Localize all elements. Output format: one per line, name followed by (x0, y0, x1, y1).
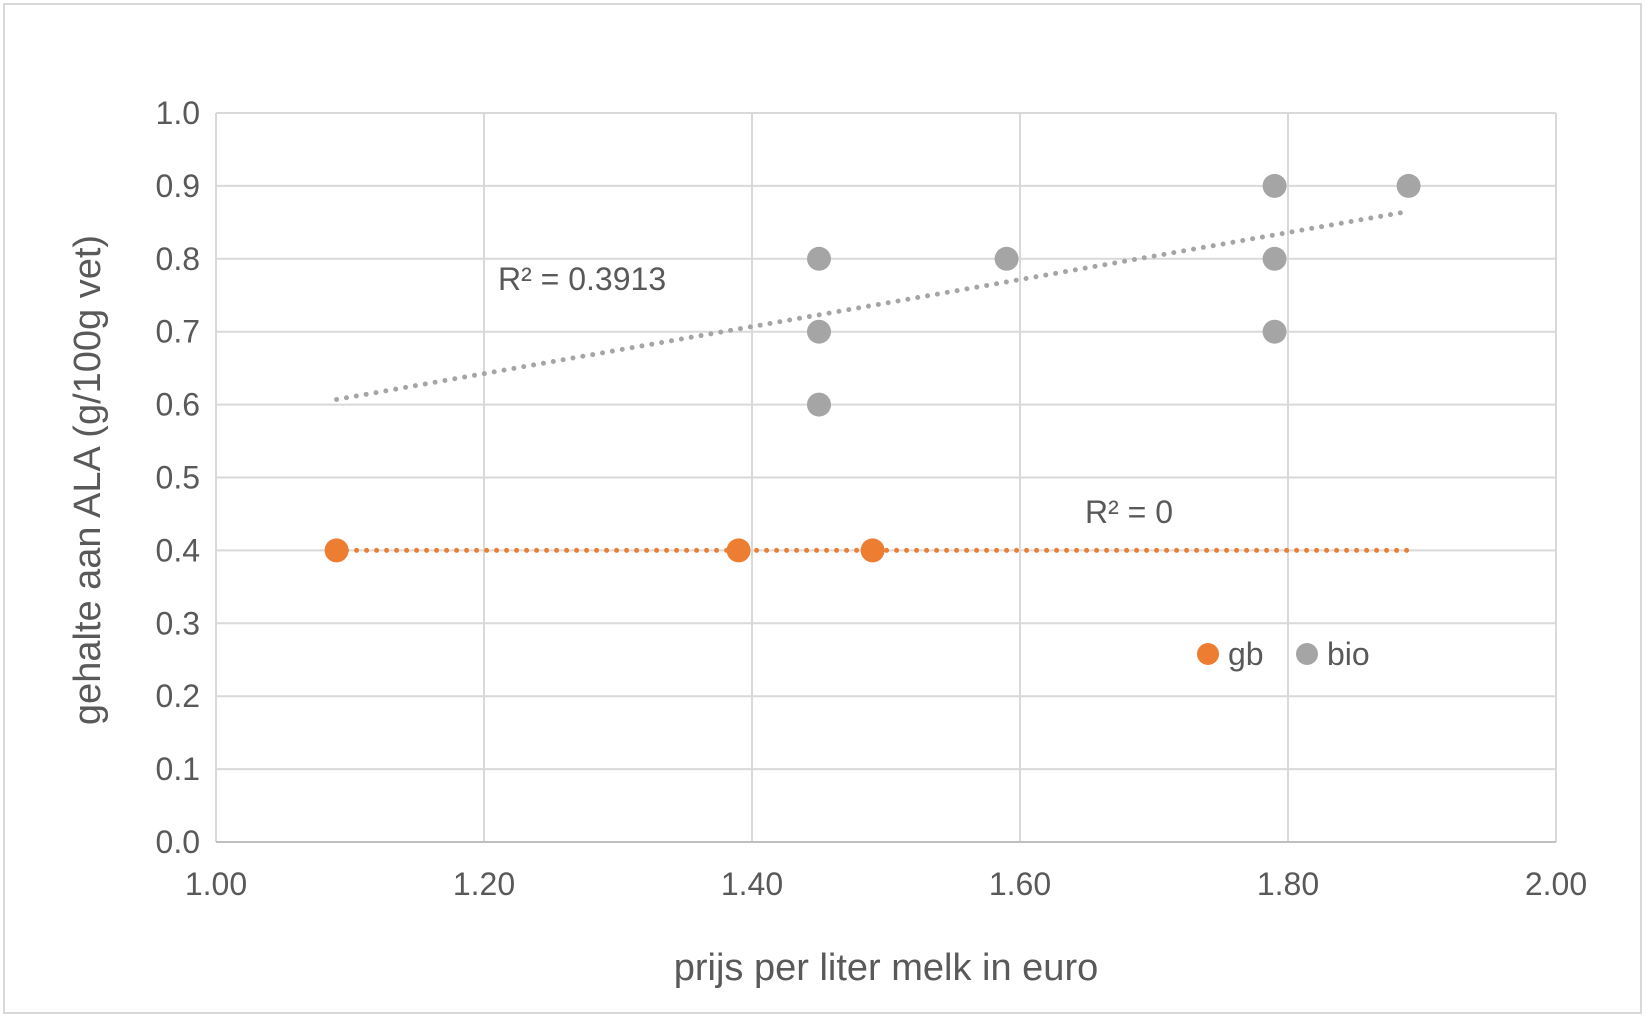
y-tick-label: 0.7 (156, 314, 200, 350)
y-tick-label: 0.3 (156, 605, 200, 641)
x-tick-label: 1.60 (989, 866, 1051, 902)
y-tick-label: 0.4 (156, 532, 200, 568)
gridlines (216, 112, 1557, 842)
data-point-bio (1396, 173, 1421, 198)
x-tick-label: 1.00 (185, 866, 247, 902)
y-tick-label: 0.8 (156, 241, 200, 277)
data-point-bio (807, 319, 831, 344)
x-tick-label: 1.80 (1257, 866, 1319, 902)
y-tick-label: 0.2 (156, 678, 200, 714)
legend-label-bio: bio (1327, 636, 1370, 672)
x-tick-label: 1.20 (453, 866, 515, 902)
data-point-bio (807, 246, 831, 271)
data-points (324, 173, 1421, 563)
y-tick-label: 0.6 (156, 387, 200, 423)
data-point-bio (994, 246, 1019, 271)
tick-labels: 0.0 0.1 0.2 0.3 0.4 0.5 0.6 0.7 0.8 0.9 1.0 1.00 1.2… (156, 95, 1588, 902)
x-axis-title: prijs per liter melk in euro (674, 947, 1098, 989)
data-point-bio (1262, 173, 1287, 198)
y-tick-label: 0.5 (156, 460, 200, 496)
r2-label-gb: R² = 0 (1085, 494, 1173, 530)
y-axis-title: gehalte aan ALA (g/100g vet) (67, 235, 109, 725)
y-tick-label: 0.0 (156, 824, 200, 860)
x-tick-label: 2.00 (1525, 866, 1587, 902)
data-point-bio (1262, 319, 1287, 344)
r2-label-bio: R² = 0.3913 (498, 261, 666, 297)
legend: gb bio (1197, 636, 1370, 672)
data-point-gb (726, 538, 751, 563)
trendline-bio (334, 208, 1412, 402)
data-point-bio (807, 392, 831, 417)
y-tick-label: 0.1 (156, 751, 200, 787)
legend-label-gb: gb (1228, 636, 1264, 672)
x-tick-label: 1.40 (721, 866, 783, 902)
y-tick-label: 1.0 (156, 95, 200, 131)
data-point-gb (324, 538, 349, 563)
axes (215, 113, 1556, 843)
legend-marker-bio (1296, 643, 1318, 665)
data-point-gb (860, 538, 885, 563)
chart-border (3, 3, 1642, 1014)
legend-marker-gb (1197, 643, 1219, 665)
y-tick-label: 0.9 (156, 168, 200, 204)
trendlines (334, 208, 1412, 553)
data-point-bio (1262, 246, 1287, 271)
